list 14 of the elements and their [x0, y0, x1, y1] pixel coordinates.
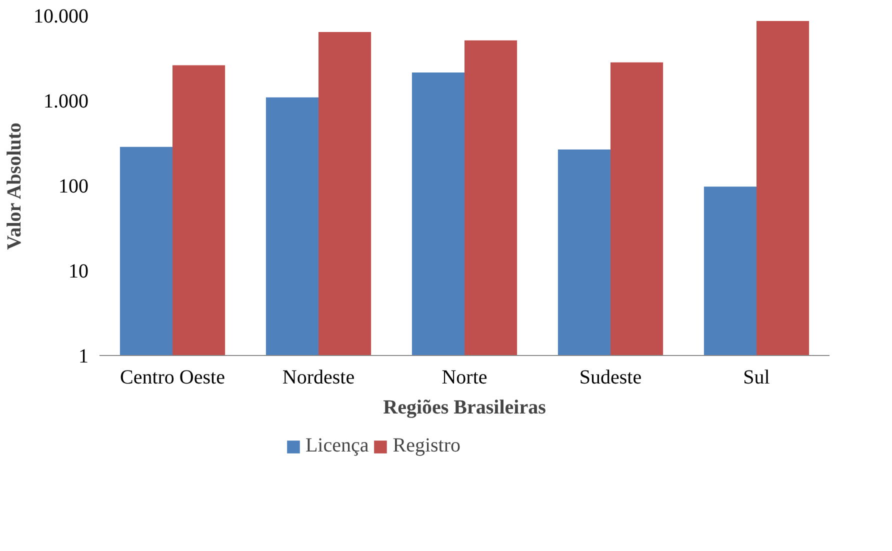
- legend-label: Licença: [305, 434, 369, 458]
- y-tick-label: 10.000: [34, 6, 88, 28]
- x-axis-title: Regiões Brasileiras: [383, 396, 546, 418]
- y-tick-label: 10: [68, 260, 88, 282]
- y-tick-label: 1.000: [44, 90, 88, 112]
- x-tick-label: Sul: [743, 366, 770, 388]
- x-tick-label: Norte: [442, 366, 488, 388]
- x-tick-label: Nordeste: [282, 366, 355, 388]
- legend-label: Registro: [392, 434, 461, 458]
- y-tick-label: 100: [58, 176, 88, 198]
- y-tick-label: 1: [78, 346, 88, 368]
- x-tick-label: Sudeste: [579, 366, 642, 388]
- y-axis-title: Valor Absoluto: [4, 122, 26, 250]
- x-tick-label: Centro Oeste: [120, 366, 226, 388]
